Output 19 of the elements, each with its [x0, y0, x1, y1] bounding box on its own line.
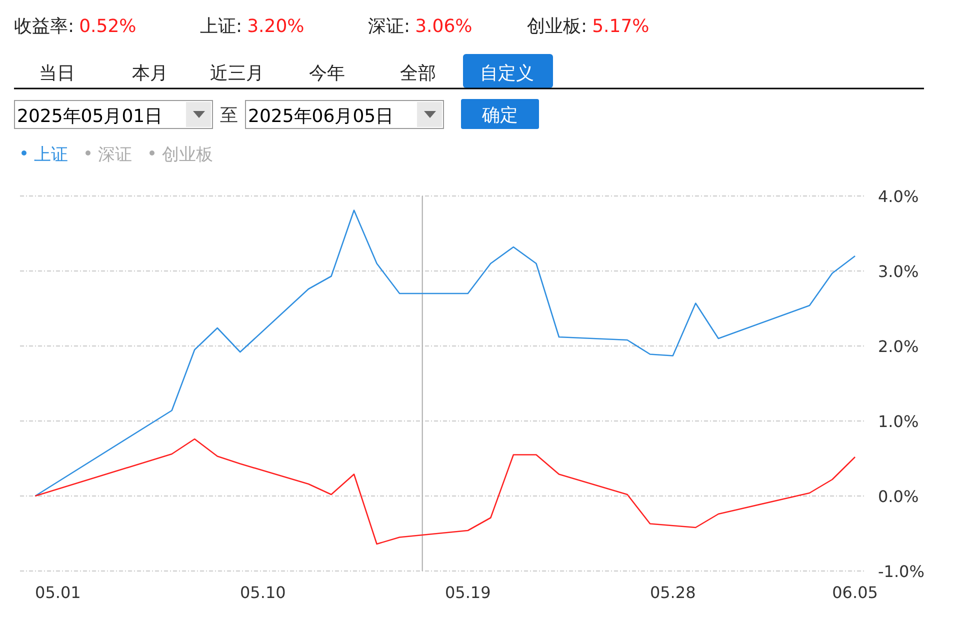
y-tick-label: 2.0%: [878, 337, 919, 356]
y-tick-label: 1.0%: [878, 412, 919, 431]
legend-label: 深证: [98, 145, 132, 165]
legend-label: 创业板: [162, 145, 213, 165]
x-tick-label: 05.10: [240, 583, 286, 602]
legend-label: 上证: [34, 145, 68, 165]
x-tick-label: 05.19: [444, 583, 491, 602]
x-tick-label: 06.05: [832, 583, 878, 602]
x-tick-label: 05.28: [650, 583, 696, 602]
tabs: 当日 本月 近三月 今年 全部 自定义: [14, 54, 924, 90]
line-series: [34, 438, 856, 545]
date-range: 2025年05月01日 至 2025年06月05日 确定: [14, 99, 539, 129]
y-tick-label: 4.0%: [878, 187, 919, 206]
y-tick-label: -1.0%: [878, 562, 924, 581]
header: 收益率: 0.52% 上证: 3.20% 深证: 3.06% 创业板: 5.17%: [14, 16, 650, 37]
line-series: [34, 210, 856, 497]
x-tick-label: 05.01: [35, 583, 81, 602]
y-tick-label: 3.0%: [878, 262, 919, 281]
y-tick-label: 0.0%: [878, 487, 919, 506]
